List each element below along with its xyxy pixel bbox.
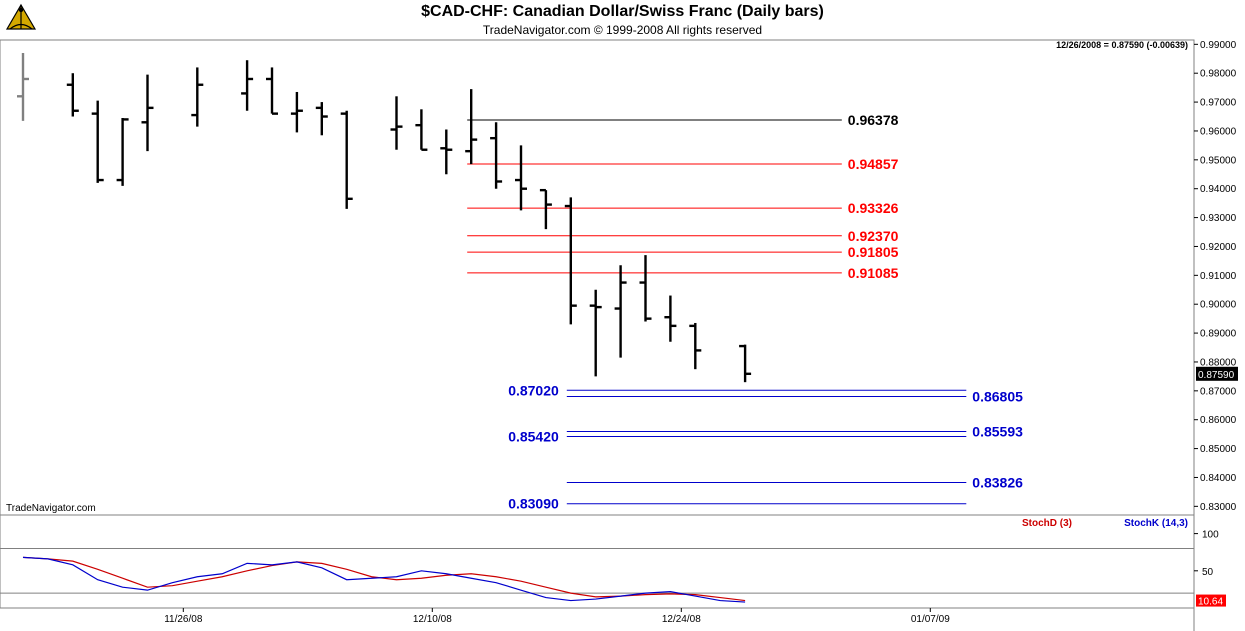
level-label: 0.83826 <box>972 474 1023 490</box>
stoch-series-line <box>22 556 746 603</box>
last-price-label: 0.87590 <box>1198 370 1235 381</box>
stoch-last-label: 10.64 <box>1198 597 1223 608</box>
level-label: 0.83090 <box>508 496 559 512</box>
y-tick-label: 0.99000 <box>1200 40 1237 51</box>
y-tick-label: 0.98000 <box>1200 69 1237 80</box>
x-axis: 11/26/08 12/10/08 12/24/08 01/07/09 <box>164 608 950 625</box>
ohlc-bar <box>340 110 353 209</box>
price-panel-frame <box>0 39 1195 516</box>
x-tick-label: 12/24/08 <box>662 614 701 625</box>
ohlc-bar <box>639 255 652 322</box>
stoch-tick-label: 50 <box>1202 567 1214 578</box>
ohlc-bar <box>116 117 129 186</box>
ohlc-bar <box>91 100 104 183</box>
ohlc-bar <box>241 60 254 111</box>
y-tick-label: 0.93000 <box>1200 213 1237 224</box>
ohlc-bars <box>17 52 752 383</box>
level-label: 0.93326 <box>848 200 899 216</box>
ohlc-bar <box>689 322 702 370</box>
ohlc-bar <box>290 91 303 133</box>
y-tick-label: 0.90000 <box>1200 300 1237 311</box>
level-label: 0.86805 <box>972 388 1023 404</box>
ohlc-bar <box>614 265 627 358</box>
level-label: 0.91085 <box>848 265 899 281</box>
y-tick-label: 0.94000 <box>1200 184 1237 195</box>
ohlc-bar <box>539 188 552 230</box>
ohlc-bar <box>315 102 328 136</box>
ohlc-bar <box>415 109 428 151</box>
ohlc-bar <box>490 122 503 189</box>
ohlc-bar <box>515 145 527 211</box>
ohlc-bar <box>440 129 453 175</box>
ohlc-bar <box>216 73 228 105</box>
ohlc-bar <box>564 197 577 325</box>
y-tick-label: 0.88000 <box>1200 357 1237 368</box>
y-tick-label: 0.84000 <box>1200 473 1237 484</box>
chart-title: $CAD-CHF: Canadian Dollar/Swiss Franc (D… <box>421 3 824 20</box>
level-label: 0.91805 <box>848 244 899 260</box>
ohlc-bar <box>191 67 204 127</box>
ohlc-bar <box>589 289 602 377</box>
ohlc-bar <box>465 89 478 165</box>
ohlc-bar <box>66 73 79 117</box>
level-label: 0.85420 <box>508 428 559 444</box>
ohlc-bar <box>739 344 752 383</box>
x-tick-label: 12/10/08 <box>413 614 452 625</box>
y-tick-label: 0.85000 <box>1200 444 1237 455</box>
y-tick-label: 0.86000 <box>1200 415 1237 426</box>
last-price-marker: 0.87590 <box>1196 366 1238 381</box>
y-tick-label: 0.95000 <box>1200 155 1237 166</box>
level-label: 0.94857 <box>848 156 899 172</box>
y-tick-label: 0.96000 <box>1200 126 1237 137</box>
last-price-box <box>1196 366 1238 381</box>
legend-stochd: StochD (3) <box>1022 518 1072 529</box>
watermark-label: TradeNavigator.com <box>6 503 96 514</box>
ohlc-bar <box>664 295 677 342</box>
legend-stochk: StochK (14,3) <box>1124 518 1188 529</box>
sextant-logo-icon <box>5 3 37 30</box>
level-label: 0.87020 <box>508 382 559 398</box>
stochastic-panel: 100 50 10.64 <box>0 530 1226 608</box>
stoch-panel-frame <box>0 514 1195 609</box>
y-tick-label: 0.97000 <box>1200 98 1237 109</box>
ohlc-bar <box>714 343 726 360</box>
y-tick-label: 0.89000 <box>1200 329 1237 340</box>
y-tick-label: 0.83000 <box>1200 502 1237 513</box>
y-tick-label: 0.92000 <box>1200 242 1237 253</box>
y-tick-label: 0.91000 <box>1200 271 1237 282</box>
level-label: 0.96378 <box>848 112 899 128</box>
ohlc-bar <box>366 122 378 209</box>
x-tick-label: 11/26/08 <box>164 614 203 625</box>
chart-subtitle: TradeNavigator.com © 1999-2008 All right… <box>482 23 763 37</box>
ohlc-bar <box>390 96 403 150</box>
level-label: 0.92370 <box>848 228 899 244</box>
ohlc-bar <box>141 74 154 152</box>
info-readout: 12/26/2008 = 0.87590 (-0.00639) <box>1056 40 1188 50</box>
price-y-axis: 0.99000 0.98000 0.97000 0.96000 0.95000 0.940… <box>1194 40 1237 513</box>
level-label: 0.85593 <box>972 423 1023 439</box>
stoch-last-box <box>1196 594 1226 607</box>
ohlc-bar <box>166 91 178 131</box>
x-tick-label: 01/07/09 <box>911 614 950 625</box>
ohlc-bar <box>42 60 54 98</box>
y-tick-label: 0.87000 <box>1200 386 1237 397</box>
ohlc-bar <box>17 52 29 121</box>
ohlc-bar <box>266 67 278 115</box>
stoch-tick-label: 100 <box>1202 530 1219 541</box>
